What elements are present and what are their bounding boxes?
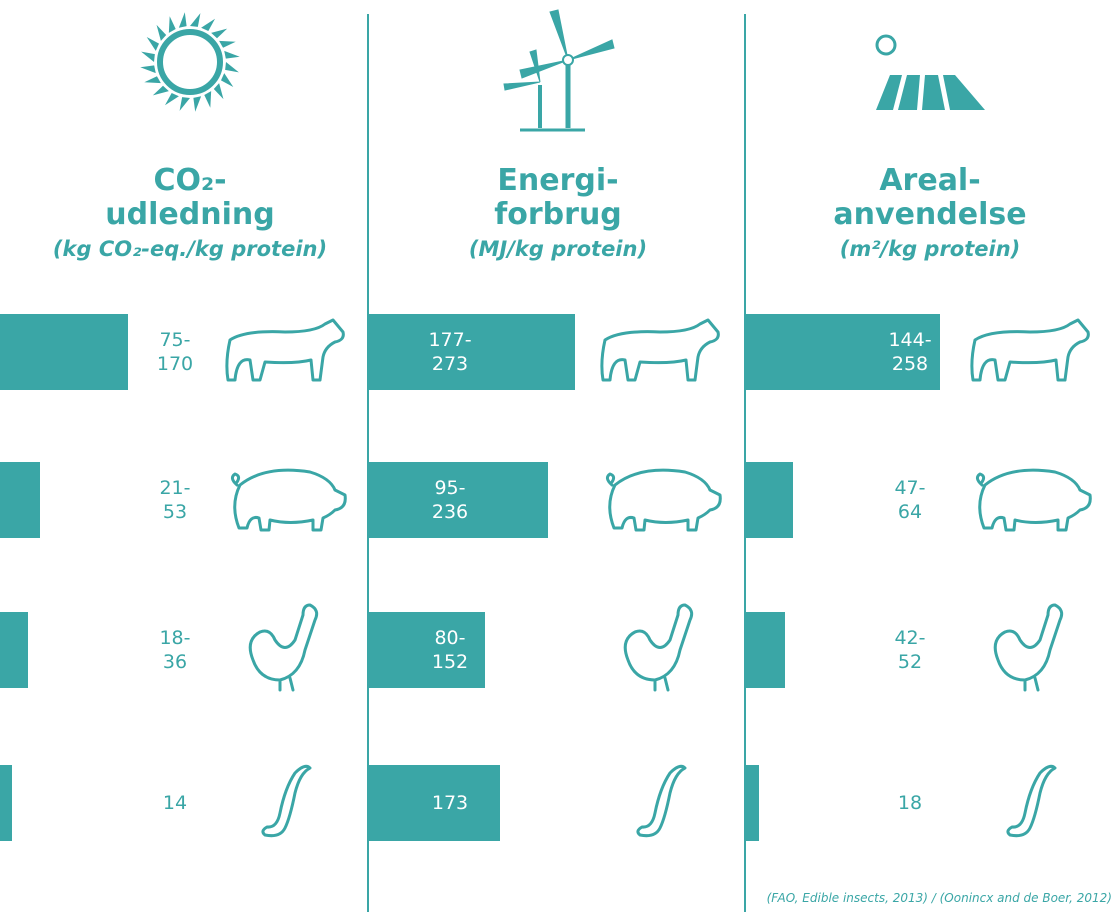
windmill-icon	[504, 10, 614, 130]
panel-title: Areal-	[879, 163, 980, 198]
value-label: 21-53	[159, 477, 190, 523]
animal-icon	[1008, 766, 1055, 835]
value-label: 173	[432, 792, 468, 814]
panel-title: Energi-	[497, 163, 618, 198]
panel-title: udledning	[105, 197, 274, 232]
animal-icon	[977, 470, 1090, 530]
panel-unit: (kg CO₂-eq./kg protein)	[53, 237, 327, 261]
animal-outline	[602, 320, 718, 380]
animal-outline	[1008, 766, 1055, 835]
panel-title: anvendelse	[833, 197, 1026, 232]
bar	[0, 462, 40, 538]
value-label: 75-170	[157, 329, 193, 375]
animal-icon	[263, 766, 310, 835]
panel-unit: (MJ/kg protein)	[469, 237, 647, 261]
animal-outline	[625, 605, 691, 690]
value-label: 18	[898, 792, 922, 814]
animal-outline	[232, 470, 345, 530]
value-label: 47-64	[894, 477, 925, 523]
value-label: 18-36	[159, 627, 190, 673]
animal-icon	[625, 605, 691, 690]
panel-title: CO₂-	[153, 163, 226, 198]
bar	[745, 462, 793, 538]
bar	[745, 765, 759, 841]
animal-outline	[972, 320, 1088, 380]
bar	[0, 765, 12, 841]
animal-icon	[638, 766, 685, 835]
animal-outline	[638, 766, 685, 835]
value-label: 14	[163, 792, 187, 814]
bar	[368, 612, 485, 688]
animal-outline	[263, 766, 310, 835]
animal-outline	[250, 605, 316, 690]
solar-icon	[876, 36, 985, 110]
animal-icon	[972, 320, 1088, 380]
source-note: (FAO, Edible insects, 2013) / (Oonincx a…	[767, 891, 1112, 905]
animal-outline	[607, 470, 720, 530]
bar	[745, 612, 785, 688]
animal-icon	[232, 470, 345, 530]
bar	[368, 314, 575, 390]
animal-icon	[995, 605, 1061, 690]
bar	[0, 612, 28, 688]
infographic: (FAO, Edible insects, 2013) / (Oonincx a…	[0, 0, 1116, 912]
animal-icon	[227, 320, 343, 380]
animal-outline	[995, 605, 1061, 690]
panel-title: forbrug	[494, 197, 622, 232]
sun-icon	[140, 12, 239, 111]
panel-unit: (m²/kg protein)	[840, 237, 1021, 261]
animal-outline	[977, 470, 1090, 530]
bar	[0, 314, 128, 390]
bar	[745, 314, 940, 390]
bar	[368, 462, 548, 538]
animal-icon	[250, 605, 316, 690]
animal-outline	[227, 320, 343, 380]
animal-icon	[607, 470, 720, 530]
animal-icon	[602, 320, 718, 380]
value-label: 42-52	[894, 627, 925, 673]
